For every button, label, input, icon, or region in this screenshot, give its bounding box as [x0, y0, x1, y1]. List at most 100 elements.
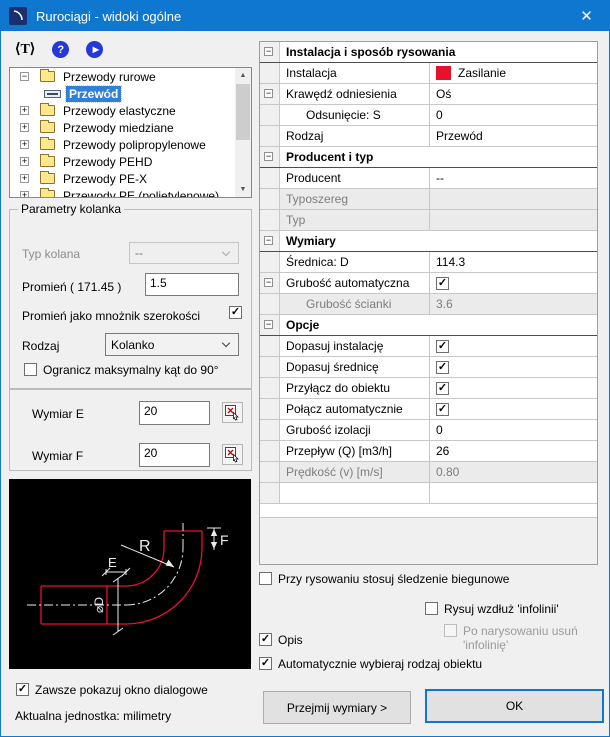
remove-infoline-option: Po narysowaniu usuń 'infolinię' — [444, 624, 595, 652]
opis-checkbox[interactable]: ✓ — [259, 633, 272, 646]
collapse-icon[interactable]: − — [264, 235, 273, 245]
wymiar-e-label: Wymiar E — [32, 407, 84, 421]
folder-icon — [40, 154, 55, 167]
pick-dimension-f-button[interactable] — [222, 444, 243, 465]
tree-item-przewody-pehd[interactable]: + Przewody PEHD — [20, 154, 153, 169]
draw-along-infoline-checkbox[interactable] — [425, 602, 438, 615]
wymiar-f-input[interactable]: 20 — [139, 443, 210, 467]
tree-item-przewody-miedziane[interactable]: + Przewody miedziane — [20, 120, 174, 135]
tree-scrollbar[interactable]: ▲ ▼ — [235, 68, 251, 197]
tree-item-przewody-elastyczne[interactable]: + Przewody elastyczne — [20, 103, 176, 118]
always-show-checkbox[interactable]: ✓ — [16, 683, 29, 696]
wymiar-f-label: Wymiar F — [32, 449, 84, 463]
collapse-icon[interactable]: − — [264, 46, 273, 56]
pick-point-icon — [225, 447, 239, 463]
polacz-checkbox[interactable]: ✓ — [436, 402, 449, 416]
play-icon[interactable]: ▶ — [86, 41, 104, 58]
dim-label-d: ⌀D — [92, 597, 106, 613]
wymiar-e-input[interactable]: 20 — [139, 401, 210, 425]
scroll-down-icon[interactable]: ▼ — [239, 186, 247, 193]
dopasuj-instalacje-checkbox[interactable]: ✓ — [436, 339, 449, 353]
tree-item-przewody-polipropylenowe[interactable]: + Przewody polipropylenowe — [20, 137, 206, 152]
draw-along-infoline-option[interactable]: Rysuj wzdłuż 'infolinii' — [425, 602, 559, 616]
grid-row-przeplyw[interactable]: Przepływ (Q) [m3/h] 26 — [260, 441, 597, 462]
auto-object-type-checkbox[interactable]: ✓ — [259, 657, 272, 670]
scroll-up-icon[interactable]: ▲ — [239, 72, 247, 79]
scrollbar-thumb[interactable] — [236, 84, 250, 140]
auto-object-type-option[interactable]: ✓ Automatycznie wybieraj rodzaj obiektu — [259, 657, 483, 671]
dimensions-group: Wymiar E 20 Wymiar F 20 — [9, 389, 252, 471]
folder-icon — [40, 69, 55, 82]
expand-icon[interactable]: + — [20, 173, 29, 183]
grid-row-srednica[interactable]: Średnica: D 114.3 — [260, 252, 597, 273]
rodzaj-select[interactable]: Kolanko — [105, 333, 239, 356]
grid-row-dopasuj-instalacje[interactable]: Dopasuj instalację ✓ — [260, 336, 597, 357]
folder-icon — [40, 137, 55, 150]
mnoznik-label: Promień jako mnożnik szerokości — [22, 309, 201, 323]
polar-tracking-option[interactable]: Przy rysowaniu stosuj śledzenie biegunow… — [259, 572, 509, 586]
grid-row-dopasuj-srednice[interactable]: Dopasuj średnicę ✓ — [260, 357, 597, 378]
take-dimensions-button[interactable]: Przejmij wymiary > — [263, 691, 411, 724]
folder-icon — [40, 103, 55, 116]
grid-row-rodzaj[interactable]: Rodzaj Przewód — [260, 126, 597, 147]
grid-row-grubosc-izolacji[interactable]: Grubość izolacji 0 — [260, 420, 597, 441]
object-tree: − Przewody rurowe Przewód + Przewody ela… — [9, 67, 252, 198]
expand-icon[interactable]: + — [20, 105, 29, 115]
text-style-tool-icon[interactable]: ⟨T⟩ — [15, 42, 36, 57]
current-unit-label: Aktualna jednostka: milimetry — [15, 709, 172, 723]
ogranicz-kat-option[interactable]: Ogranicz maksymalny kąt do 90° — [24, 363, 219, 377]
collapse-icon[interactable]: − — [264, 277, 273, 287]
przylacz-checkbox[interactable]: ✓ — [436, 381, 449, 395]
tree-item-przewod[interactable]: Przewód — [10, 85, 251, 103]
dopasuj-srednice-checkbox[interactable]: ✓ — [436, 360, 449, 374]
grubosc-auto-checkbox[interactable]: ✓ — [436, 276, 449, 290]
help-icon[interactable]: ? — [52, 41, 70, 58]
polar-tracking-checkbox[interactable] — [259, 572, 272, 585]
grid-row-krawedz[interactable]: − Krawędź odniesienia Oś — [260, 84, 597, 105]
expand-icon[interactable]: + — [20, 122, 29, 132]
grid-section-wymiary: − Wymiary — [260, 231, 597, 252]
titlebar: Rurociągi - widoki ogólne ✕ — [1, 1, 609, 31]
grid-row-przylacz[interactable]: Przyłącz do obiektu ✓ — [260, 378, 597, 399]
pick-point-icon — [225, 405, 239, 421]
promien-input[interactable]: 1.5 — [145, 273, 239, 296]
tree-item-przewody-pex[interactable]: + Przewody PE-X — [20, 171, 148, 186]
close-icon[interactable]: ✕ — [580, 8, 593, 25]
ok-button[interactable]: OK — [425, 689, 604, 723]
grid-row-empty — [260, 483, 597, 504]
grid-row-polacz[interactable]: Połącz automatycznie ✓ — [260, 399, 597, 420]
grid-row-predkosc: Prędkość (v) [m/s] 0.80 — [260, 462, 597, 483]
grid-row-instalacja[interactable]: Instalacja Zasilanie — [260, 63, 597, 84]
collapse-icon[interactable]: − — [264, 319, 273, 329]
grid-row-grubosc-scianki: Grubość ścianki 3.6 — [260, 294, 597, 315]
property-grid: − Instalacja i sposób rysowania Instalac… — [259, 41, 598, 565]
color-swatch — [436, 66, 451, 80]
ogranicz-checkbox[interactable] — [24, 363, 37, 376]
collapse-icon[interactable]: − — [20, 71, 29, 81]
collapse-icon[interactable]: − — [264, 88, 273, 98]
tree-item-przewody-rurowe[interactable]: − Przewody rurowe — [20, 69, 156, 84]
grid-row-odsuniecie[interactable]: Odsunięcie: S 0 — [260, 105, 597, 126]
folder-icon — [40, 171, 55, 184]
expand-icon[interactable]: + — [20, 156, 29, 166]
pick-dimension-e-button[interactable] — [222, 402, 243, 423]
mnoznik-checkbox[interactable]: ✓ — [229, 306, 242, 319]
grid-footer-strip — [260, 504, 597, 518]
tree-item-przewody-pe[interactable]: + Przewody PE (polietylenowe) — [10, 187, 251, 198]
collapse-icon[interactable]: − — [264, 151, 273, 161]
elbow-preview: E R F ⌀D — [9, 479, 251, 669]
elbow-params-group: Parametry kolanka Typ kolana -- Promień … — [9, 202, 252, 389]
grid-row-grubosc-auto[interactable]: − Grubość automatyczna ✓ — [260, 273, 597, 294]
dim-label-e: E — [108, 555, 117, 570]
grid-row-producent[interactable]: Producent -- — [260, 168, 597, 189]
opis-option[interactable]: ✓ Opis — [259, 633, 303, 647]
folder-icon — [40, 120, 55, 133]
grid-description-panel — [260, 518, 597, 564]
toolbar: ⟨T⟩ ? ▶ — [15, 41, 104, 58]
expand-icon[interactable]: + — [20, 139, 29, 149]
window-title: Rurociągi - widoki ogólne — [36, 8, 182, 24]
app-icon — [9, 7, 27, 25]
always-show-option[interactable]: ✓ Zawsze pokazuj okno dialogowe — [16, 683, 208, 697]
expand-icon[interactable]: + — [20, 190, 29, 198]
